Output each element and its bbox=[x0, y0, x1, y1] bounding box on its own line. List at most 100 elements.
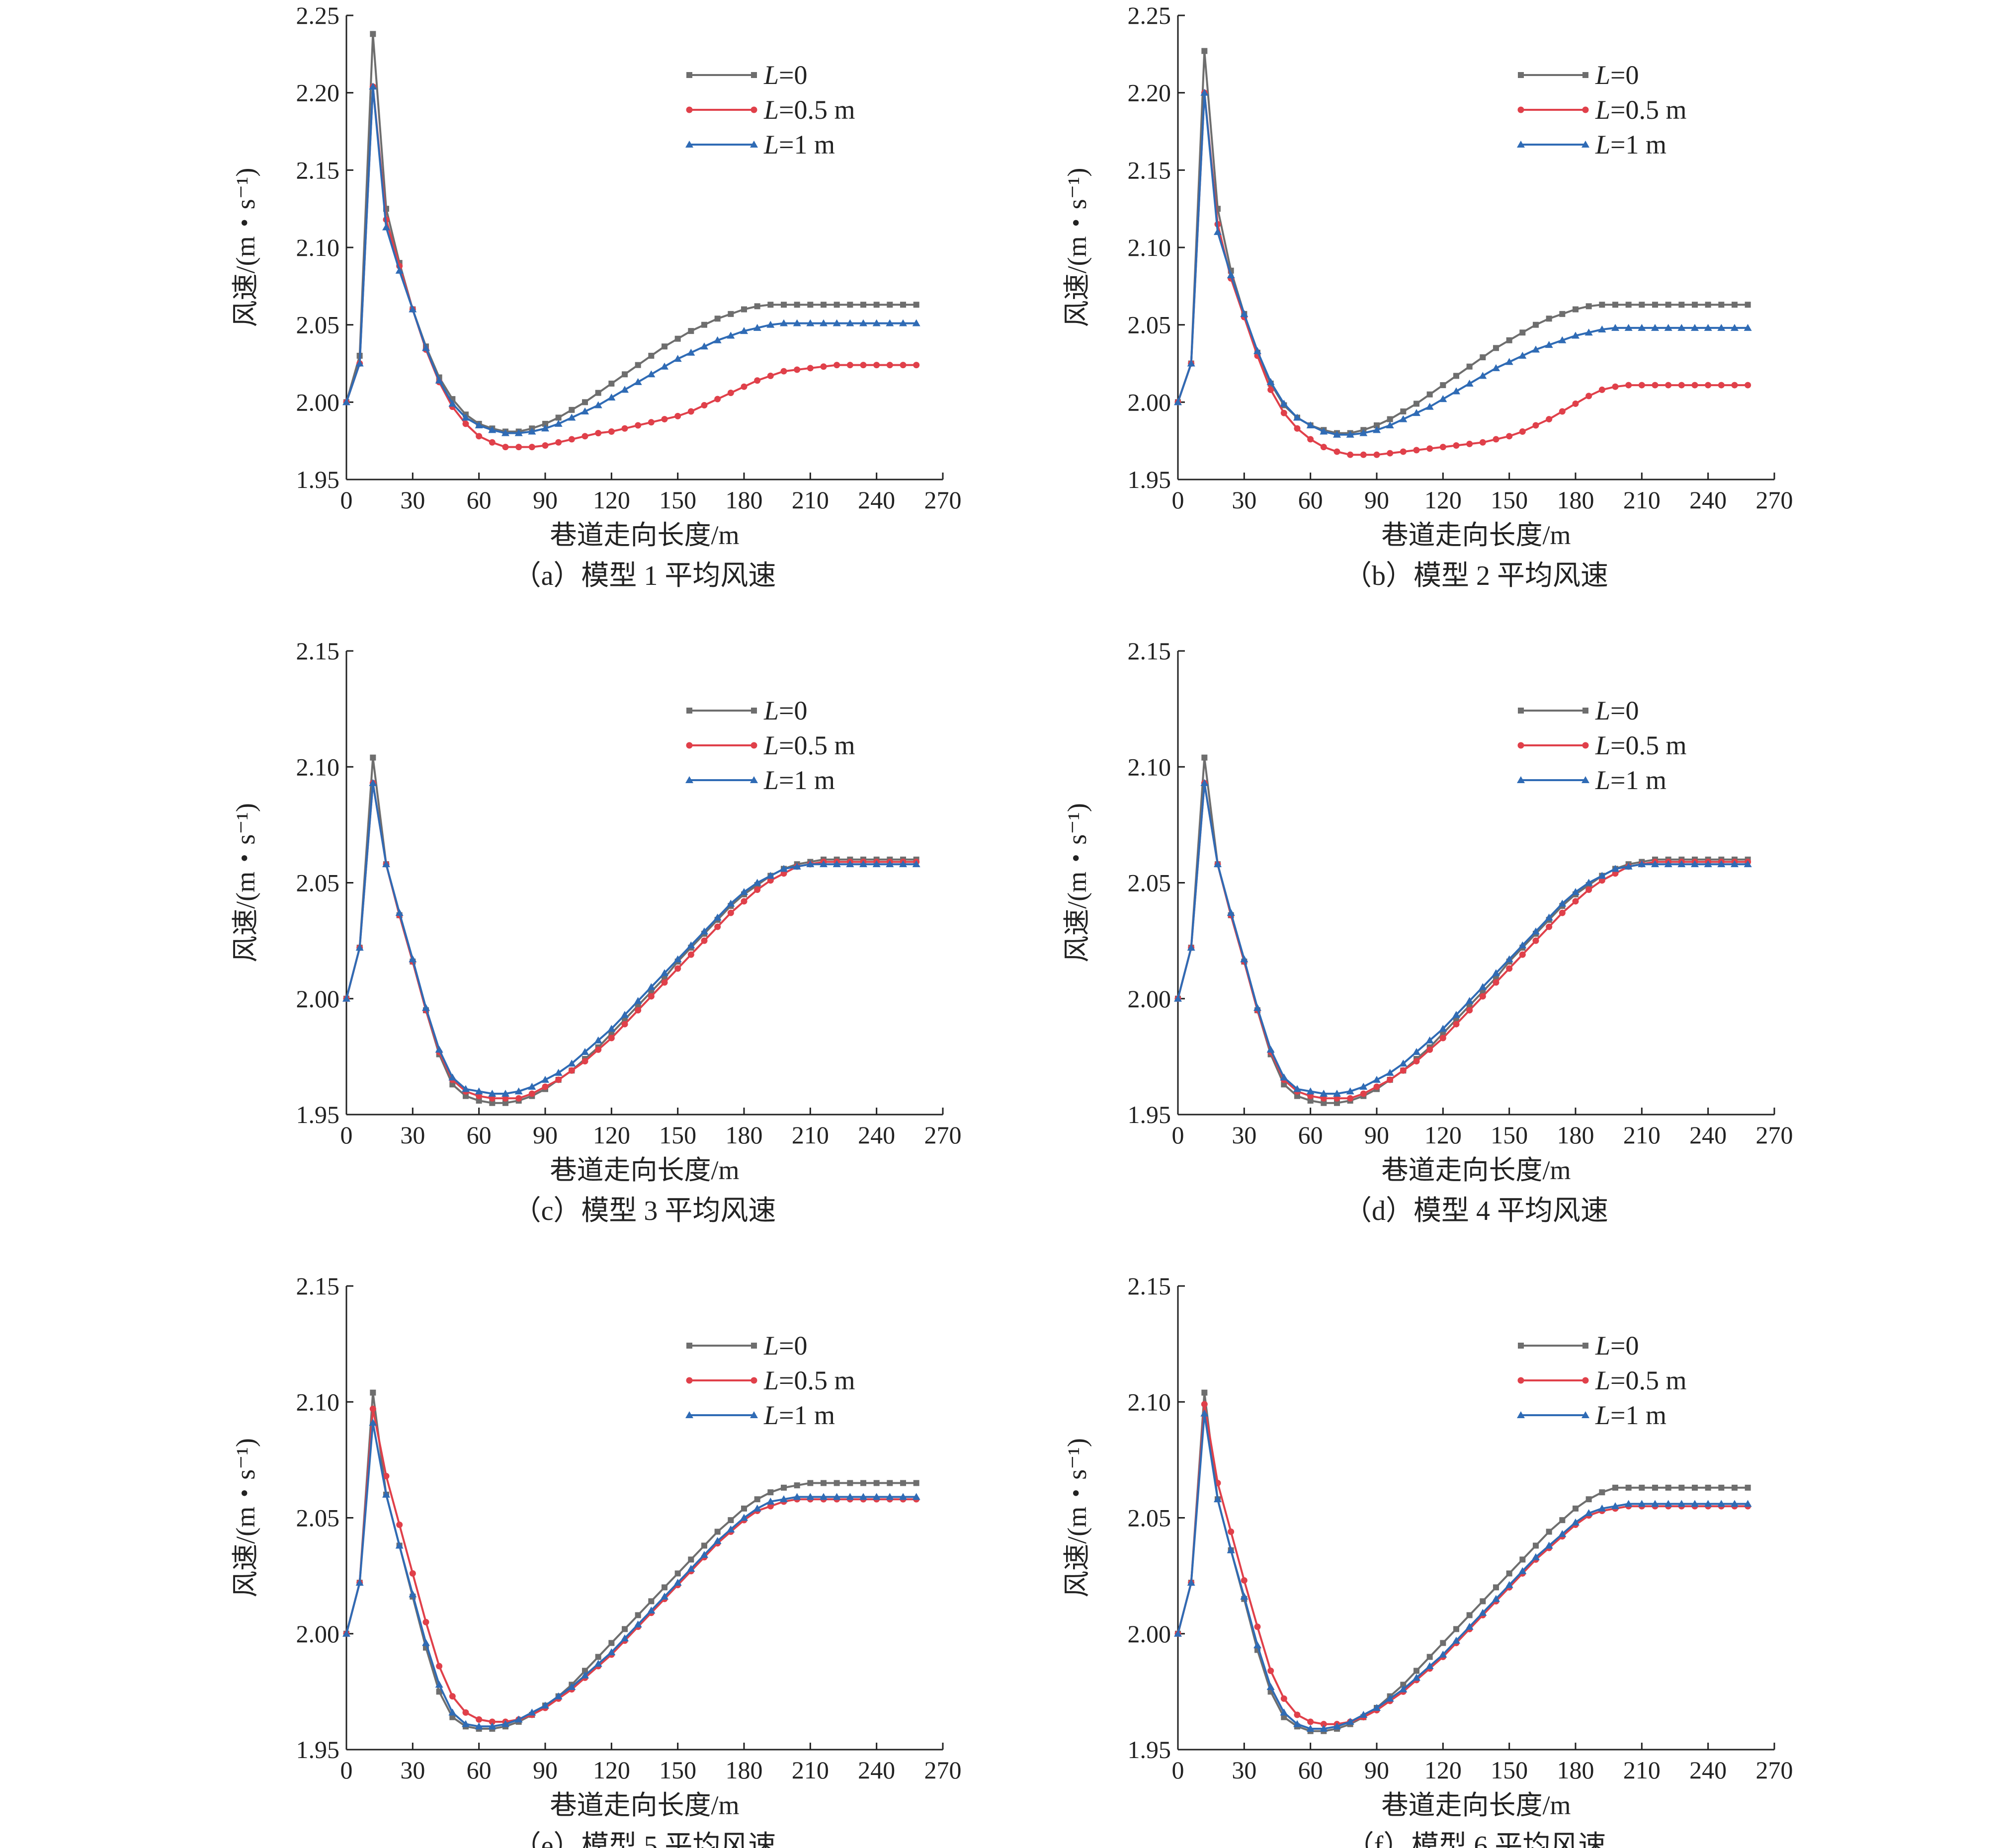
data-point bbox=[674, 412, 681, 419]
data-point bbox=[714, 396, 721, 402]
data-point bbox=[608, 1030, 615, 1037]
chart-panel-3: 0 30 60 90 120 150 180 210 240 270 1.95 2.00 2.05 2.1… bbox=[1062, 637, 1793, 1226]
y-axis-label: 风速/(m・s⁻¹) bbox=[1062, 1438, 1092, 1598]
data-point bbox=[1266, 378, 1275, 385]
legend-marker bbox=[1582, 742, 1589, 749]
data-point bbox=[608, 1035, 615, 1042]
data-point bbox=[859, 319, 867, 326]
series-2 bbox=[342, 82, 920, 436]
data-point bbox=[767, 877, 774, 884]
x-tick-label: 90 bbox=[1364, 1121, 1389, 1149]
data-point bbox=[1425, 1036, 1434, 1044]
x-tick-label: 90 bbox=[533, 486, 558, 514]
data-point bbox=[1573, 1505, 1579, 1512]
legend-value: =0.5 m bbox=[779, 1366, 855, 1395]
data-point bbox=[541, 1701, 549, 1709]
data-point bbox=[449, 1714, 456, 1720]
data-point bbox=[1651, 323, 1659, 331]
data-point bbox=[1691, 860, 1699, 868]
x-tick-label: 150 bbox=[659, 1121, 696, 1149]
x-tick-label: 270 bbox=[1756, 1756, 1793, 1784]
data-point bbox=[608, 1640, 615, 1646]
y-tick-label: 1.95 bbox=[1128, 1736, 1171, 1764]
data-point bbox=[1399, 415, 1408, 422]
data-point bbox=[741, 383, 748, 390]
data-point bbox=[1201, 48, 1208, 54]
data-point bbox=[846, 362, 853, 369]
data-point bbox=[1639, 302, 1645, 308]
data-point bbox=[369, 1405, 376, 1412]
data-point bbox=[1638, 323, 1646, 331]
data-point bbox=[1479, 993, 1486, 1000]
data-point bbox=[1533, 321, 1539, 328]
data-point bbox=[395, 909, 404, 916]
legend-marker bbox=[1518, 1343, 1524, 1349]
y-tick-label: 2.10 bbox=[296, 234, 340, 261]
data-point bbox=[793, 1493, 801, 1500]
data-point bbox=[1466, 440, 1473, 447]
x-tick-label: 60 bbox=[467, 486, 492, 514]
data-point bbox=[688, 1556, 694, 1563]
data-point bbox=[1228, 1528, 1235, 1535]
data-point bbox=[912, 860, 920, 868]
y-axis-label: 风速/(m・s⁻¹) bbox=[231, 168, 260, 327]
data-point bbox=[740, 1514, 748, 1521]
legend-label: L=0.5 m bbox=[1595, 1366, 1687, 1395]
legend-value: =0.5 m bbox=[1610, 1366, 1686, 1395]
data-point bbox=[1414, 1668, 1419, 1674]
data-point bbox=[1493, 974, 1499, 981]
data-point bbox=[1559, 909, 1566, 916]
data-point bbox=[1505, 358, 1513, 365]
y-tick-label: 2.25 bbox=[1128, 1, 1171, 29]
legend-value: =0 bbox=[779, 1331, 807, 1361]
data-point bbox=[488, 1090, 497, 1097]
data-point bbox=[1519, 951, 1526, 958]
data-point bbox=[489, 1095, 496, 1102]
data-point bbox=[1440, 1030, 1446, 1037]
legend-value: =0 bbox=[1610, 60, 1639, 90]
data-point bbox=[1413, 1058, 1420, 1065]
legend-label: L=1 m bbox=[1595, 130, 1666, 160]
legend-marker bbox=[1582, 1343, 1588, 1349]
data-point bbox=[370, 31, 376, 37]
data-point bbox=[913, 302, 919, 308]
legend-marker bbox=[686, 72, 692, 78]
data-point bbox=[1624, 323, 1633, 331]
data-point bbox=[860, 302, 866, 308]
panel-caption: （e）模型 5 平均风速 bbox=[513, 1831, 776, 1848]
data-point bbox=[1732, 302, 1738, 308]
data-point bbox=[1493, 345, 1499, 351]
y-tick-label: 2.00 bbox=[296, 985, 340, 1013]
legend-value: =1 m bbox=[779, 1400, 835, 1430]
legend-marker bbox=[686, 742, 693, 749]
data-point bbox=[1624, 862, 1633, 870]
data-point bbox=[607, 393, 616, 401]
data-point bbox=[1677, 1500, 1686, 1507]
data-point bbox=[1174, 398, 1182, 405]
data-point bbox=[489, 1100, 496, 1106]
data-point bbox=[1400, 1682, 1407, 1688]
data-point bbox=[489, 1718, 496, 1725]
data-point bbox=[1227, 271, 1235, 279]
y-axis-label: 风速/(m・s⁻¹) bbox=[1062, 168, 1092, 327]
x-tick-label: 30 bbox=[1232, 486, 1256, 514]
x-tick-label: 0 bbox=[340, 1121, 353, 1149]
data-point bbox=[1359, 1711, 1368, 1718]
data-point bbox=[409, 1570, 416, 1577]
data-point bbox=[767, 1489, 774, 1496]
data-point bbox=[582, 399, 588, 405]
x-tick-label: 60 bbox=[1298, 1756, 1323, 1784]
legend-marker bbox=[1517, 776, 1525, 783]
legend-label: L=1 m bbox=[1595, 765, 1666, 795]
data-point bbox=[1744, 323, 1752, 331]
data-point bbox=[528, 444, 535, 451]
data-point bbox=[1480, 354, 1486, 361]
data-point bbox=[1174, 1629, 1182, 1637]
data-point bbox=[1612, 870, 1619, 877]
x-tick-label: 0 bbox=[340, 486, 353, 514]
data-point bbox=[436, 1688, 442, 1695]
data-point bbox=[514, 1715, 523, 1723]
data-point bbox=[1625, 302, 1632, 308]
data-point bbox=[1652, 1484, 1658, 1491]
data-point bbox=[542, 442, 549, 449]
